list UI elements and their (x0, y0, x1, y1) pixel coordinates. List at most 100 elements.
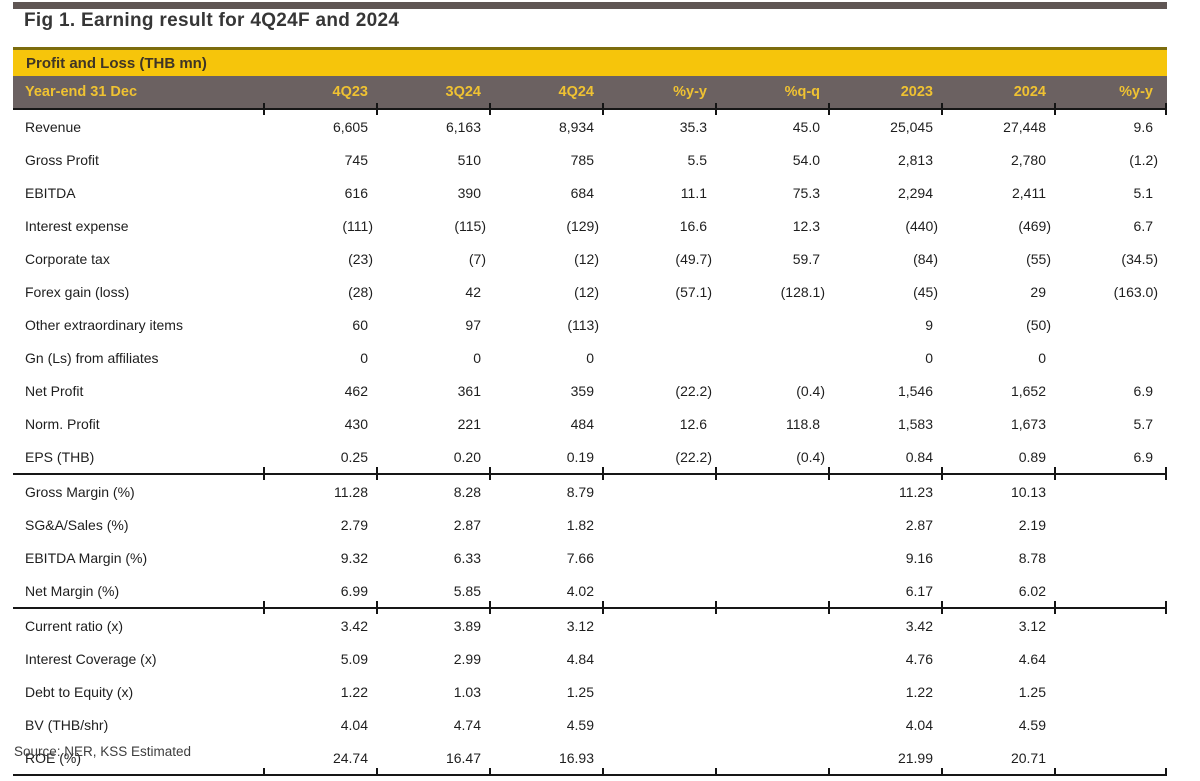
row-label: EBITDA (25, 184, 76, 201)
cell: (0.4) (796, 382, 825, 399)
row-label: EPS (THB) (25, 448, 95, 465)
table-row: Norm. Profit 430 221 484 12.6 118.8 1,583 1,673… (13, 407, 1167, 440)
cell: (23) (348, 250, 373, 267)
cell: 12.3 (792, 217, 820, 234)
cell: 97 (465, 316, 481, 333)
row-label: ROE (%) (25, 749, 81, 766)
cell: 4.59 (1018, 716, 1046, 733)
cell (1054, 708, 1167, 741)
table-row: Debt to Equity (x) 1.22 1.03 1.25 1.22 1.25 (13, 675, 1167, 708)
table-row: EBITDA 616 390 684 11.1 75.3 2,294 2,411 5.1 (13, 176, 1167, 209)
cell: 1.25 (566, 683, 594, 700)
row-label: Forex gain (loss) (25, 283, 130, 300)
cell (602, 308, 715, 341)
cell (715, 308, 828, 341)
cell: (469) (1018, 217, 1051, 234)
cell: 5.85 (376, 574, 489, 608)
cell (1054, 508, 1167, 541)
col-header-label: Year-end 31 Dec (25, 84, 138, 100)
cell: 8.79 (489, 474, 602, 508)
cell (602, 574, 715, 608)
cell: 8,934 (489, 109, 602, 143)
cell: 1,652 (1010, 382, 1046, 399)
table-section-header-label: Profit and Loss (THB mn) (26, 54, 207, 72)
cell: 16.93 (489, 741, 602, 775)
cell: 616 (344, 184, 368, 201)
cell: 5.09 (340, 650, 368, 667)
table-row: Interest expense (111) (115) (129) 16.6 12.3 (… (13, 209, 1167, 242)
pnl-table: Year-end 31 Dec 4Q23 3Q24 4Q24 %y-y %q-q 2023 2… (13, 76, 1167, 776)
cell: 20.71 (941, 741, 1054, 775)
cell: 6.7 (1133, 217, 1153, 234)
cell: 7.66 (566, 549, 594, 566)
cell: 4.02 (489, 574, 602, 608)
cell: (163.0) (1113, 283, 1158, 300)
cell: 1,583 (897, 415, 933, 432)
col-header: 2024 (941, 76, 1054, 109)
cell: 390 (457, 184, 481, 201)
cell (602, 541, 715, 574)
cell: 0 (586, 349, 594, 366)
cell: 3.12 (489, 608, 602, 642)
cell: 0.89 (941, 440, 1054, 474)
row-label: Gn (Ls) from affiliates (25, 349, 159, 366)
row-label: Net Profit (25, 382, 84, 399)
cell: 3.42 (263, 608, 376, 642)
cell (602, 642, 715, 675)
table-section-margins: Gross Margin (%) 11.28 8.28 8.79 11.23 10.13 S… (13, 474, 1167, 608)
table-row: Current ratio (x) 3.42 3.89 3.12 3.42 3.12 (13, 608, 1167, 642)
cell: 4.74 (453, 716, 481, 733)
row-label: Net Margin (%) (25, 582, 120, 599)
cell: 4.84 (566, 650, 594, 667)
pnl-table-head: Year-end 31 Dec 4Q23 3Q24 4Q24 %y-y %q-q 2023 2… (13, 76, 1167, 109)
cell (602, 341, 715, 374)
cell: 16.47 (376, 741, 489, 775)
cell: (84) (913, 250, 938, 267)
cell (602, 608, 715, 642)
col-header: %y-y (1054, 76, 1167, 109)
cell: 2.19 (1018, 516, 1046, 533)
cell: 3.42 (828, 608, 941, 642)
cell: 2.79 (340, 516, 368, 533)
cell: (50) (1026, 316, 1051, 333)
cell (1054, 642, 1167, 675)
table-row: Net Margin (%) 6.99 5.85 4.02 6.17 6.02 (13, 574, 1167, 608)
table-row: Forex gain (loss) (28) 42 (12) (57.1) (128.1)… (13, 275, 1167, 308)
cell (1054, 541, 1167, 574)
cell: 361 (457, 382, 481, 399)
cell: 745 (344, 151, 368, 168)
row-label: Revenue (25, 118, 82, 135)
cell: 0.84 (828, 440, 941, 474)
cell: 6,163 (376, 109, 489, 143)
cell (1054, 741, 1167, 775)
cell: 1.03 (453, 683, 481, 700)
cell: (440) (905, 217, 938, 234)
cell: 0 (473, 349, 481, 366)
cell: 3.89 (376, 608, 489, 642)
cell: 5.1 (1133, 184, 1153, 201)
row-label: BV (THB/shr) (25, 716, 109, 733)
cell: (49.7) (675, 250, 712, 267)
cell: 6.17 (828, 574, 941, 608)
cell: 1.22 (340, 683, 368, 700)
cell: 0.19 (489, 440, 602, 474)
cell: 1,673 (1010, 415, 1046, 432)
cell: (22.2) (602, 440, 715, 474)
cell: 462 (344, 382, 368, 399)
cell: (45) (913, 283, 938, 300)
cell: 75.3 (792, 184, 820, 201)
col-header: %q-q (715, 76, 828, 109)
cell: 11.28 (263, 474, 376, 508)
cell: 2,294 (897, 184, 933, 201)
col-header: 4Q24 (489, 76, 602, 109)
cell: (129) (566, 217, 599, 234)
row-label: Gross Margin (%) (25, 483, 135, 500)
cell (715, 508, 828, 541)
cell: 11.23 (828, 474, 941, 508)
cell: 6.33 (453, 549, 481, 566)
cell: 45.0 (715, 109, 828, 143)
cell: (1.2) (1129, 151, 1158, 168)
cell: 29 (1030, 283, 1046, 300)
cell: 510 (457, 151, 481, 168)
cell: 9 (925, 316, 933, 333)
